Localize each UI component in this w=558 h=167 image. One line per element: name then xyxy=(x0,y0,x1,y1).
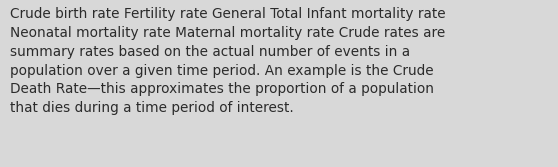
Text: Crude birth rate Fertility rate General Total Infant mortality rate
Neonatal mor: Crude birth rate Fertility rate General … xyxy=(10,7,446,115)
